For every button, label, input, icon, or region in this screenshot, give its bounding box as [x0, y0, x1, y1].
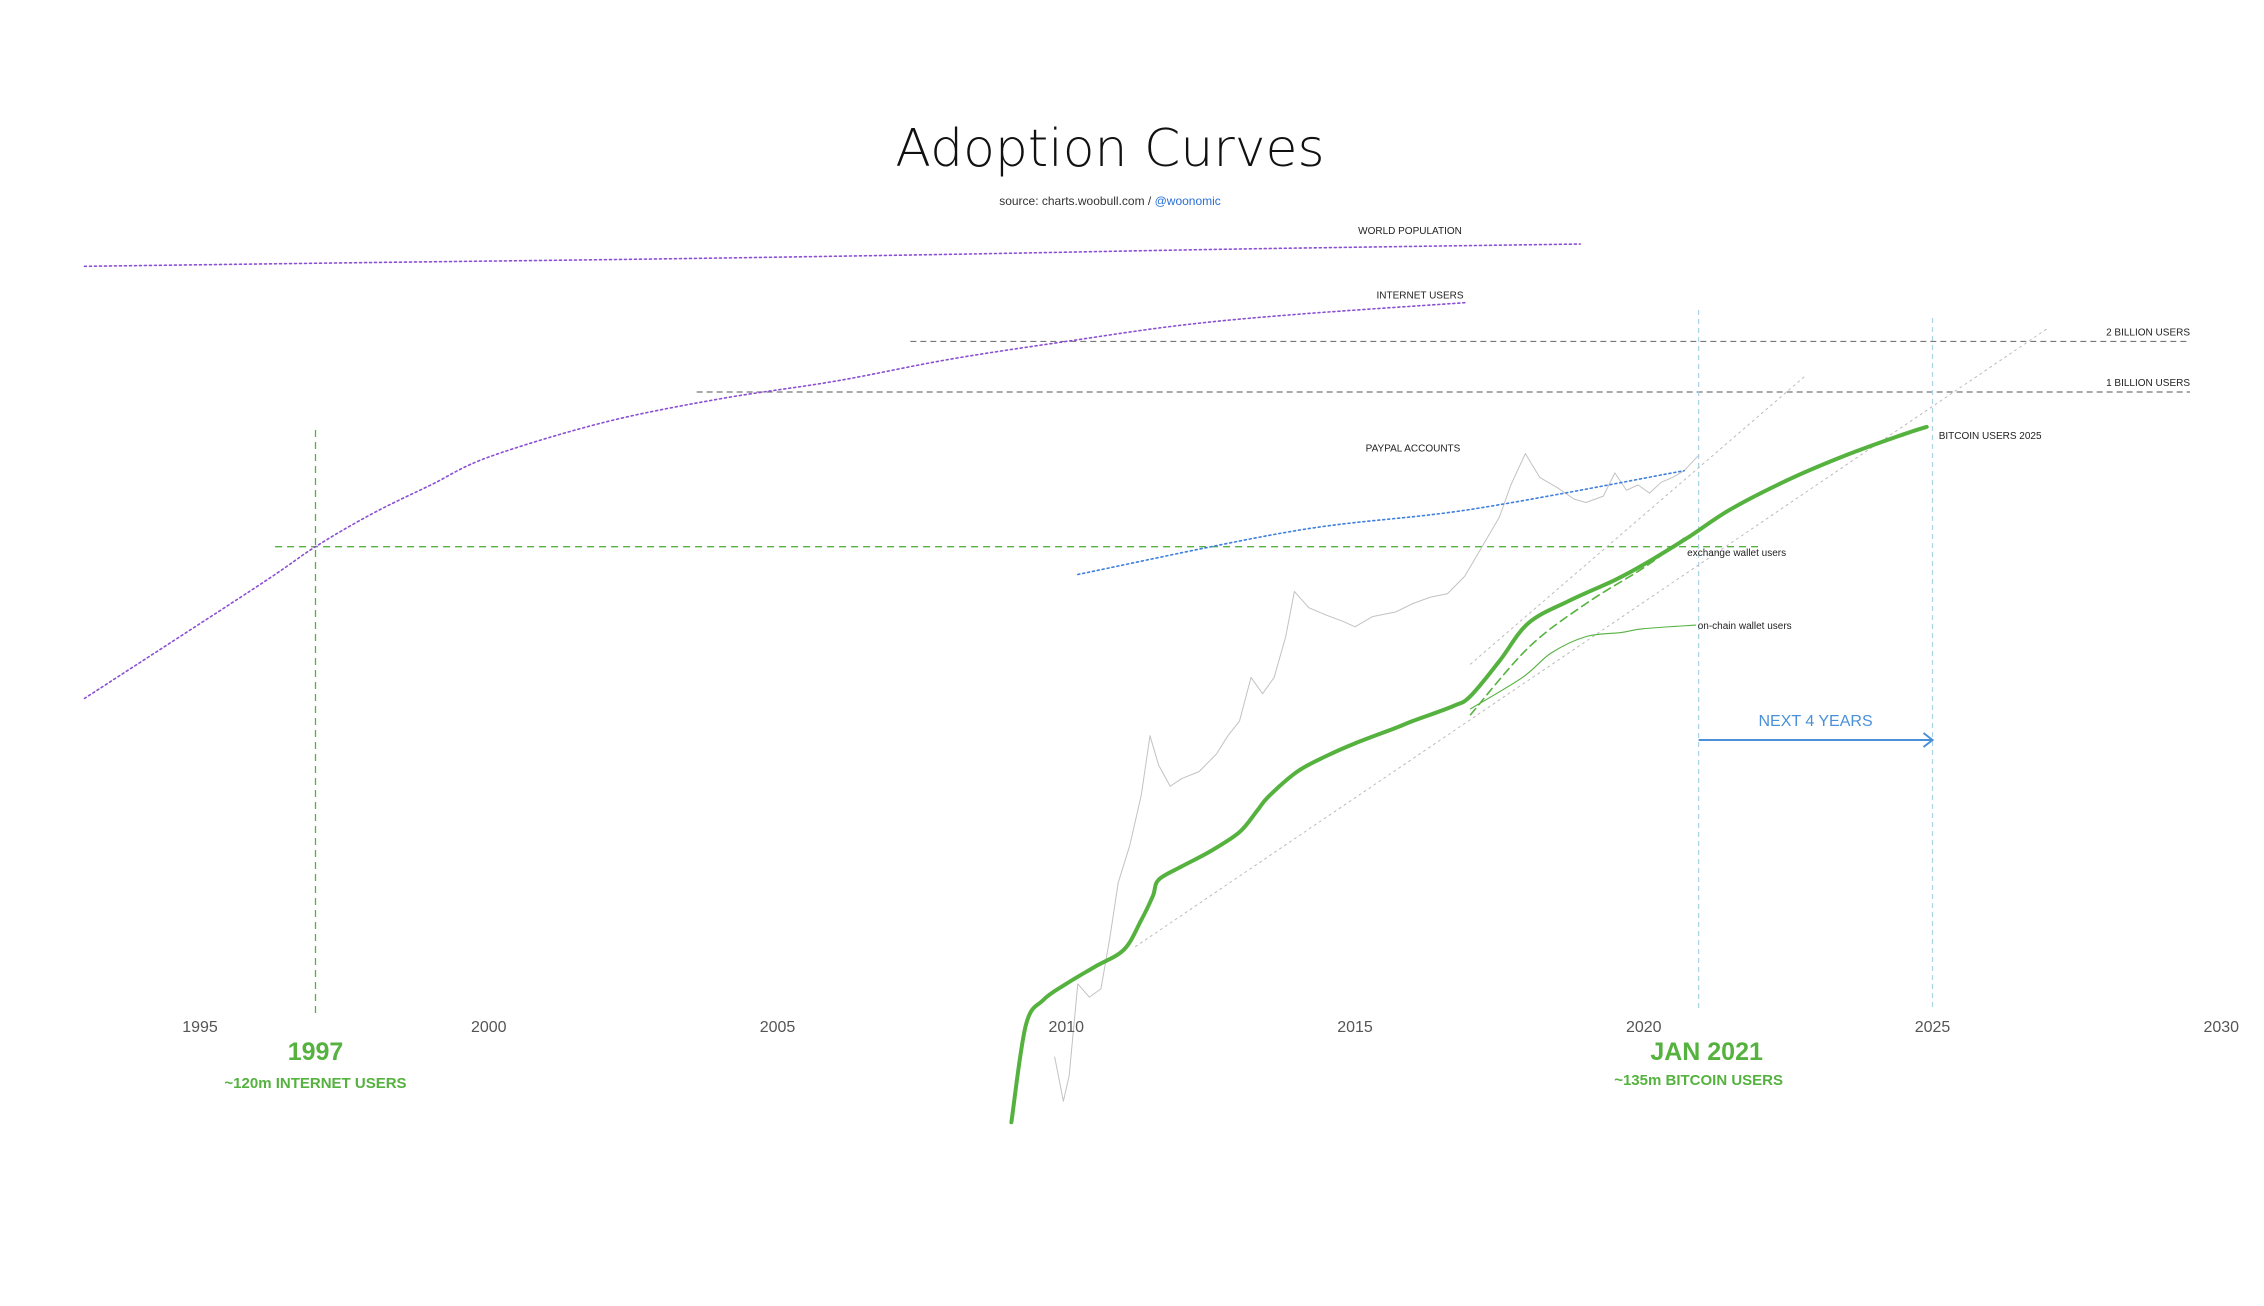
- vertical-markers-group: [314, 310, 1934, 1018]
- reference-label-2-billion-users: 2 BILLION USERS: [2106, 327, 2190, 338]
- series-internet-users: [83, 301, 1466, 700]
- series-label-exchange-wallet-users: exchange wallet users: [1687, 548, 1786, 559]
- series-label-world-population: WORLD POPULATION: [1358, 226, 1462, 237]
- x-tick-2030: 2030: [2203, 1019, 2239, 1036]
- series-label-internet-users: INTERNET USERS: [1376, 291, 1463, 302]
- series-label-bitcoin-users-2025: BITCOIN USERS 2025: [1939, 431, 2042, 442]
- x-axis-ticks: 1995 2000 2005 2010 2015 2020 2025 2030: [182, 1019, 2239, 1036]
- x-tick-2015: 2015: [1337, 1019, 1373, 1036]
- x-tick-2010: 2010: [1048, 1019, 1084, 1036]
- series-trend-7: [1135, 327, 2049, 948]
- arrow-head-icon: [1922, 732, 1935, 748]
- series-world-population: [83, 243, 1582, 268]
- x-tick-2020: 2020: [1626, 1019, 1662, 1036]
- series-labels-group: WORLD POPULATION INTERNET USERS PAYPAL ACC…: [1358, 226, 2042, 632]
- series-bitcoin-users-2025: [1009, 424, 1929, 1125]
- next-4-years-label: NEXT 4 YEARS: [1758, 713, 1872, 730]
- marker-jan-2021-label: JAN 2021: [1650, 1038, 1763, 1066]
- x-tick-2000: 2000: [471, 1019, 507, 1036]
- source-caption: source: charts.woobull.com / @woonomic: [999, 194, 1221, 208]
- series-paypal-accounts: [1077, 469, 1685, 576]
- marker-1997-label: 1997: [288, 1038, 344, 1066]
- series-price-6: [1054, 453, 1700, 1102]
- reference-label-1-billion-users: 1 BILLION USERS: [2106, 378, 2190, 389]
- marker-jan-2021-sublabel: ~135m BITCOIN USERS: [1614, 1072, 1783, 1089]
- marker-1997-sublabel: ~120m INTERNET USERS: [224, 1075, 406, 1092]
- x-tick-2025: 2025: [1915, 1019, 1951, 1036]
- series-label-on-chain-wallet-users: on-chain wallet users: [1698, 621, 1792, 632]
- series-trend-8: [1470, 375, 1806, 665]
- arrow-annotation: NEXT 4 YEARS: [1698, 713, 1935, 748]
- x-tick-2005: 2005: [760, 1019, 796, 1036]
- series-label-paypal-accounts: PAYPAL ACCOUNTS: [1366, 444, 1461, 455]
- source-text: source: charts.woobull.com /: [999, 194, 1154, 208]
- series-on-chain-wallet-users: [1469, 624, 1697, 710]
- series-group: [83, 243, 2049, 1125]
- chart-title: Adoption Curves: [895, 119, 1324, 179]
- reference-lines-group: 2 BILLION USERS 1 BILLION USERS: [275, 327, 2190, 548]
- source-handle-link[interactable]: @woonomic: [1155, 194, 1221, 208]
- x-tick-1995: 1995: [182, 1019, 218, 1036]
- series-exchange-wallet-users: [1469, 537, 1685, 716]
